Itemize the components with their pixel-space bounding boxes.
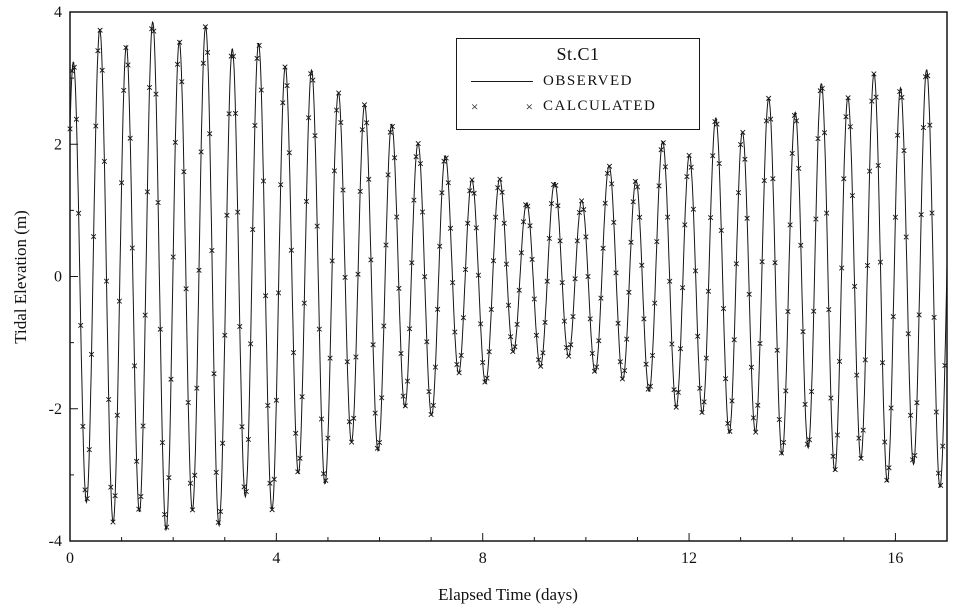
legend-label-observed: OBSERVED <box>543 72 633 89</box>
svg-text:-4: -4 <box>49 533 62 550</box>
legend-entry-calculated: × × CALCULATED <box>471 97 699 115</box>
x-marker-sample-icon: × × <box>471 100 533 113</box>
svg-text:-2: -2 <box>49 401 62 418</box>
x-marker-glyph: × <box>471 98 479 114</box>
svg-text:12: 12 <box>681 550 697 567</box>
svg-text:4: 4 <box>54 4 62 21</box>
svg-text:0: 0 <box>66 550 74 567</box>
x-marker-glyph: × <box>525 98 533 114</box>
svg-text:16: 16 <box>887 550 903 567</box>
svg-text:0: 0 <box>54 269 62 286</box>
svg-text:4: 4 <box>272 550 280 567</box>
legend-title: St.C1 <box>556 44 600 64</box>
legend-label-calculated: CALCULATED <box>543 97 657 114</box>
legend: St.C1 OBSERVED × × CALCULATED <box>456 38 700 130</box>
svg-text:2: 2 <box>54 136 62 153</box>
y-axis-title: Tidal Elevation (m) <box>11 210 30 344</box>
svg-text:8: 8 <box>479 550 487 567</box>
x-axis-title: Elapsed Time (days) <box>438 585 578 604</box>
line-sample-icon <box>471 80 533 82</box>
legend-entry-observed: OBSERVED <box>471 72 699 90</box>
